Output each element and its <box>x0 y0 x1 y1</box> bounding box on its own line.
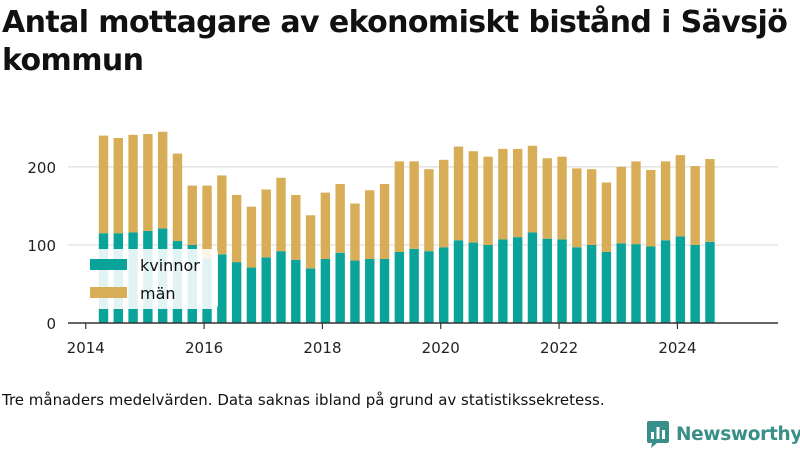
bar-man <box>424 169 434 252</box>
bar-kvinnor <box>320 258 331 323</box>
bar-man <box>409 161 419 249</box>
bar-man <box>261 189 271 258</box>
x-tick-label: 2018 <box>303 339 341 357</box>
grid-lines <box>68 166 778 246</box>
bar-man <box>631 161 641 245</box>
bar-kvinnor <box>616 243 626 323</box>
bar-kvinnor <box>394 251 405 323</box>
bar-man <box>157 131 168 229</box>
bar-kvinnor <box>365 258 375 323</box>
bar-man <box>320 192 331 259</box>
bar-man <box>217 175 227 255</box>
bar-kvinnor <box>217 254 227 323</box>
bar-kvinnor <box>335 252 345 323</box>
bar-kvinnor <box>305 268 316 323</box>
y-tick-label: 0 <box>46 315 56 333</box>
bar-man <box>276 177 286 252</box>
bar-kvinnor <box>291 259 301 323</box>
bar-man <box>98 135 109 234</box>
bar-kvinnor <box>424 251 434 323</box>
bar-kvinnor <box>527 232 538 323</box>
bar-man <box>527 145 538 233</box>
bar-man <box>690 166 700 245</box>
bar-kvinnor <box>660 240 671 323</box>
bar-kvinnor <box>498 239 508 323</box>
bar-kvinnor <box>601 251 612 323</box>
bar-man <box>350 203 360 261</box>
bar-man <box>468 151 478 243</box>
x-tick-label: 2020 <box>422 339 460 357</box>
footnote: Tre månaders medelvärden. Data saknas ib… <box>2 391 605 409</box>
bar-man <box>498 148 508 240</box>
bar-kvinnor <box>483 244 493 323</box>
chart-title: Antal mottagare av ekonomiskt bistånd i … <box>2 5 788 78</box>
y-tick-label: 100 <box>27 237 56 255</box>
bar-man <box>202 185 212 259</box>
bar-man <box>453 146 464 241</box>
bar-man <box>572 168 582 248</box>
bar-man <box>335 184 345 253</box>
bar-man <box>483 156 493 245</box>
bar-kvinnor <box>646 246 656 323</box>
bar-kvinnor <box>276 251 286 323</box>
legend-swatch-kvinnor <box>90 259 127 270</box>
legend: kvinnor män <box>84 249 218 309</box>
bar-man <box>616 166 626 244</box>
bar-kvinnor <box>512 237 523 323</box>
bar-kvinnor <box>231 262 242 323</box>
x-tick-label: 2014 <box>67 339 105 357</box>
x-tick-label: 2016 <box>185 339 223 357</box>
y-tick-label: 200 <box>27 159 56 177</box>
bar-man <box>601 182 612 252</box>
legend-swatch-man <box>90 287 127 298</box>
bar-kvinnor <box>705 241 715 323</box>
x-tick-label: 2022 <box>540 339 578 357</box>
bar-man <box>660 161 671 241</box>
bar-kvinnor <box>572 247 582 323</box>
bar-man <box>128 134 138 233</box>
bar-man <box>365 190 375 259</box>
bar-kvinnor <box>439 247 449 323</box>
bar-kvinnor <box>379 258 390 323</box>
bar-man <box>512 148 523 238</box>
bar-man <box>557 156 567 240</box>
bar-man <box>305 215 316 269</box>
bar-kvinnor <box>453 240 464 323</box>
newsworthy-logo-icon <box>647 421 669 448</box>
bar-kvinnor <box>631 244 641 323</box>
y-ticks: 0 100 200 <box>27 159 56 333</box>
bar-man <box>143 134 153 231</box>
bar-man <box>187 185 197 245</box>
bar-man <box>172 153 183 242</box>
bar-kvinnor <box>468 242 478 323</box>
bar-kvinnor <box>586 244 597 323</box>
bar-man <box>291 194 301 260</box>
x-ticks: 2014 2016 2018 2020 2022 2024 <box>67 323 697 357</box>
bar-man <box>586 169 597 245</box>
bar-man <box>113 137 123 234</box>
bar-man <box>231 194 242 263</box>
bar-kvinnor <box>557 239 567 323</box>
brand-logo[interactable]: Newsworthy <box>646 420 800 448</box>
legend-label-kvinnor: kvinnor <box>140 256 200 275</box>
bar-kvinnor <box>409 248 419 323</box>
bar-kvinnor <box>246 267 257 323</box>
bar-man <box>394 161 405 252</box>
legend-label-man: män <box>140 284 176 303</box>
bar-kvinnor <box>542 238 552 323</box>
bar-man <box>246 206 257 268</box>
bar-kvinnor <box>350 260 360 323</box>
bar-man <box>705 159 715 242</box>
bar-kvinnor <box>690 244 700 323</box>
bar-man <box>675 155 686 237</box>
x-tick-label: 2024 <box>658 339 696 357</box>
bar-kvinnor <box>261 257 271 323</box>
bar-kvinnor <box>675 236 686 323</box>
bar-man <box>439 159 449 248</box>
brand-name: Newsworthy <box>676 423 800 445</box>
bar-man <box>542 158 552 239</box>
bar-man <box>646 169 656 247</box>
bar-man <box>379 184 390 259</box>
